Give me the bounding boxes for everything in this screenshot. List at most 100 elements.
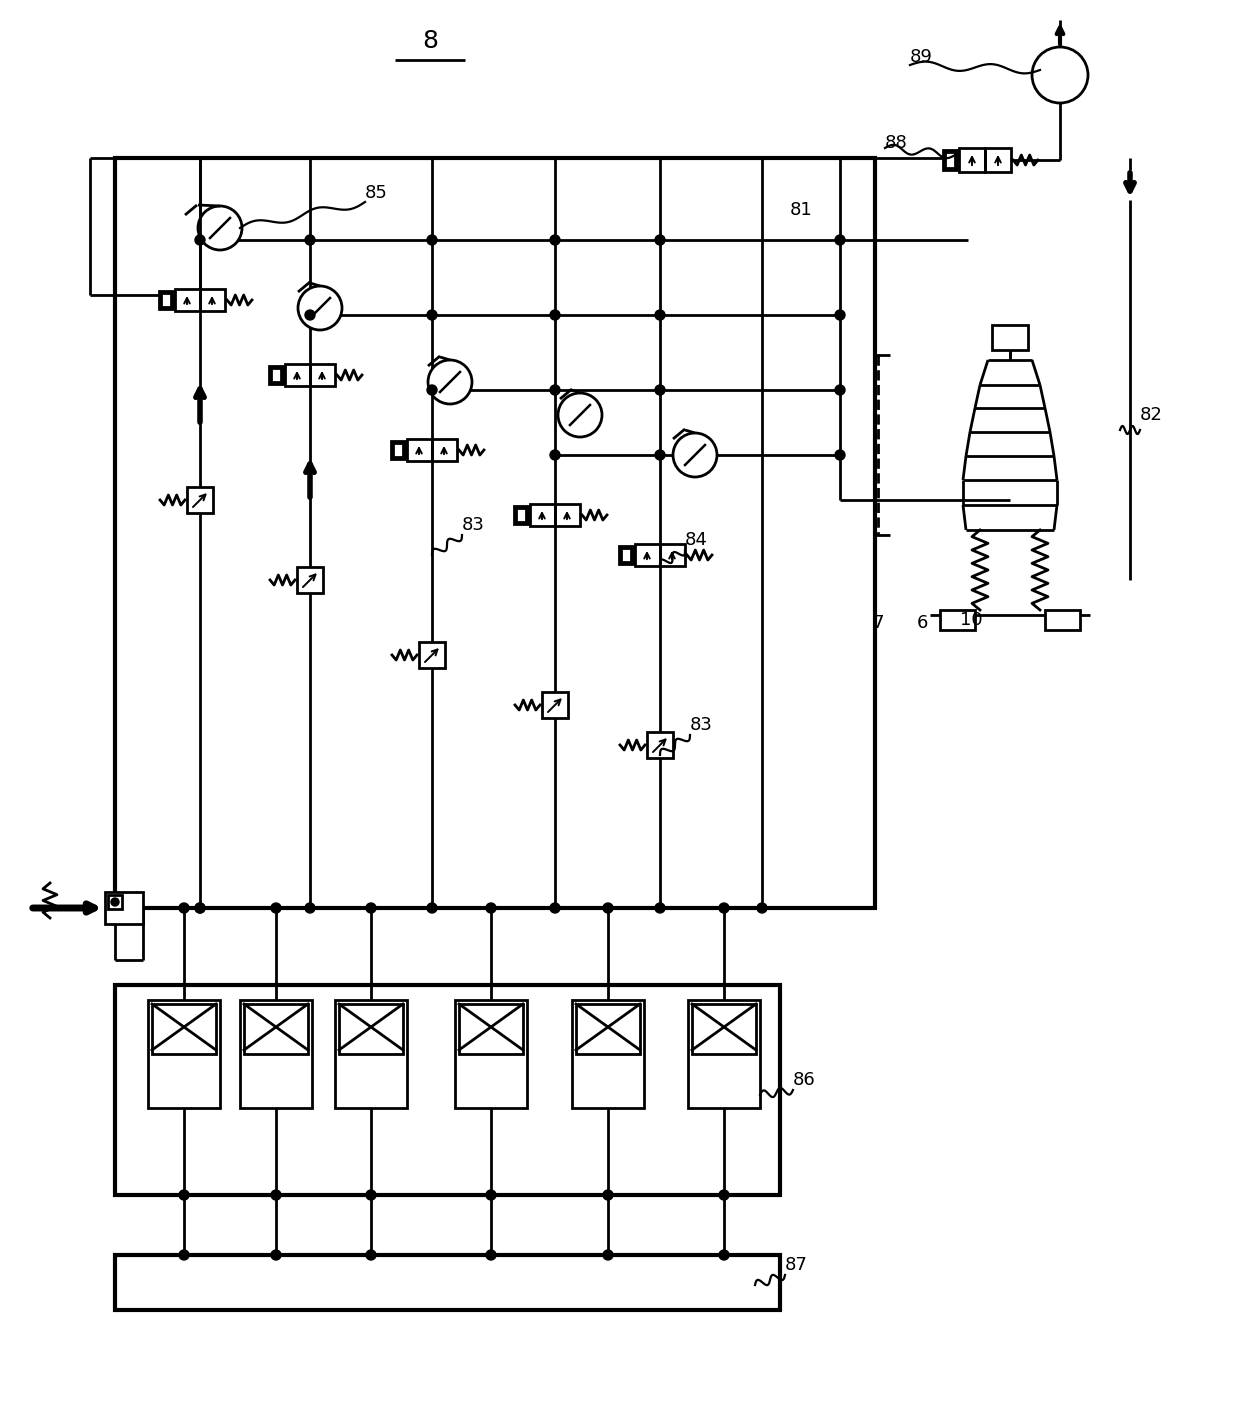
Circle shape	[558, 393, 601, 437]
Bar	[959, 148, 985, 172]
Bar	[1045, 610, 1080, 630]
Circle shape	[655, 385, 665, 395]
Bar	[619, 546, 632, 564]
Circle shape	[305, 235, 315, 245]
Circle shape	[486, 903, 496, 913]
Circle shape	[427, 235, 436, 245]
Text: 83: 83	[463, 516, 485, 534]
Bar	[115, 158, 875, 908]
Bar	[419, 643, 445, 668]
Circle shape	[428, 361, 472, 405]
Circle shape	[655, 311, 665, 321]
Circle shape	[179, 903, 188, 913]
Bar	[244, 1005, 308, 1054]
Circle shape	[655, 235, 665, 245]
Circle shape	[603, 903, 613, 913]
Bar	[393, 443, 403, 457]
Bar	[200, 289, 224, 311]
Circle shape	[1032, 47, 1087, 103]
Circle shape	[551, 311, 560, 321]
Bar	[529, 504, 556, 526]
Circle shape	[551, 450, 560, 460]
Circle shape	[179, 1190, 188, 1200]
Circle shape	[366, 1250, 376, 1260]
Bar	[577, 1005, 640, 1054]
Bar	[556, 504, 580, 526]
Circle shape	[272, 903, 281, 913]
Circle shape	[835, 385, 844, 395]
Bar	[660, 544, 684, 566]
Circle shape	[486, 1190, 496, 1200]
Bar	[515, 506, 528, 524]
Circle shape	[366, 1190, 376, 1200]
Bar	[985, 148, 1011, 172]
Circle shape	[195, 903, 205, 913]
Circle shape	[603, 1250, 613, 1260]
Circle shape	[427, 903, 436, 913]
Circle shape	[427, 311, 436, 321]
Circle shape	[551, 385, 560, 395]
Text: 88: 88	[885, 134, 908, 152]
Text: 6: 6	[918, 614, 929, 633]
Circle shape	[719, 1250, 729, 1260]
Bar	[115, 985, 780, 1196]
Bar	[942, 150, 957, 170]
Circle shape	[551, 903, 560, 913]
Bar	[175, 289, 200, 311]
Circle shape	[305, 903, 315, 913]
Bar	[310, 363, 335, 386]
Bar	[339, 1005, 403, 1054]
Circle shape	[272, 1190, 281, 1200]
Text: 82: 82	[1140, 406, 1163, 425]
Text: 86: 86	[794, 1072, 816, 1089]
Circle shape	[486, 1250, 496, 1260]
Circle shape	[305, 311, 315, 321]
Bar	[108, 895, 122, 909]
Circle shape	[195, 903, 205, 913]
Bar	[272, 368, 281, 382]
Circle shape	[719, 1190, 729, 1200]
Bar	[105, 892, 143, 923]
Circle shape	[719, 903, 729, 913]
Circle shape	[603, 1190, 613, 1200]
Bar	[298, 567, 322, 593]
Text: 81: 81	[790, 201, 812, 219]
Bar	[115, 1255, 780, 1310]
Bar	[148, 1000, 219, 1109]
Circle shape	[655, 450, 665, 460]
Circle shape	[366, 903, 376, 913]
Bar	[940, 610, 975, 630]
Bar	[459, 1005, 523, 1054]
Bar	[945, 152, 955, 168]
Text: 7: 7	[873, 614, 884, 633]
Bar	[635, 544, 660, 566]
Bar	[647, 732, 673, 758]
Text: 83: 83	[689, 715, 713, 734]
Bar	[153, 1005, 216, 1054]
Circle shape	[551, 235, 560, 245]
Bar	[269, 366, 283, 383]
Bar	[688, 1000, 760, 1109]
Bar	[992, 325, 1028, 351]
Circle shape	[298, 286, 342, 331]
Circle shape	[835, 450, 844, 460]
Bar	[187, 487, 213, 513]
Circle shape	[272, 1250, 281, 1260]
Text: 89: 89	[910, 48, 932, 66]
Bar	[161, 294, 171, 306]
Circle shape	[835, 235, 844, 245]
Circle shape	[112, 898, 119, 906]
Circle shape	[756, 903, 768, 913]
Text: 85: 85	[365, 184, 388, 202]
Circle shape	[655, 903, 665, 913]
Text: 84: 84	[684, 532, 708, 549]
Circle shape	[198, 207, 242, 249]
Text: 87: 87	[785, 1255, 808, 1274]
Circle shape	[179, 1250, 188, 1260]
Bar	[572, 1000, 644, 1109]
Bar	[692, 1005, 756, 1054]
Text: 10: 10	[960, 611, 982, 628]
Bar	[285, 363, 310, 386]
Circle shape	[835, 311, 844, 321]
Circle shape	[427, 385, 436, 395]
